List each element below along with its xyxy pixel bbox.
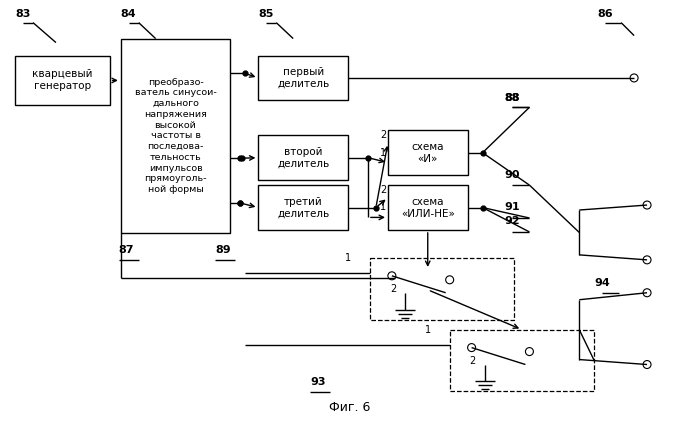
Text: 89: 89: [215, 245, 231, 255]
Text: 92: 92: [505, 216, 520, 226]
Text: схема
«И»: схема «И»: [412, 142, 444, 164]
Text: 86: 86: [597, 9, 613, 19]
Bar: [370, 258, 514, 320]
Text: 83: 83: [15, 9, 31, 19]
Bar: [259, 56, 348, 100]
Text: третий
делитель: третий делитель: [277, 197, 329, 219]
Bar: [388, 130, 468, 175]
Bar: [259, 135, 348, 180]
Text: второй
делитель: второй делитель: [277, 147, 329, 169]
Text: 94: 94: [594, 278, 610, 288]
Text: кварцевый
генератор: кварцевый генератор: [32, 69, 93, 92]
Text: 88: 88: [505, 93, 520, 103]
Text: 88: 88: [505, 93, 520, 103]
Text: 2: 2: [380, 185, 386, 195]
Text: преобразо-
ватель синусои-
дального
напряжения
высокой
частоты в
последова-
тель: преобразо- ватель синусои- дального напр…: [135, 78, 217, 194]
Text: 84: 84: [121, 9, 136, 19]
Bar: [388, 185, 468, 230]
Text: первый
делитель: первый делитель: [277, 67, 329, 89]
Text: 93: 93: [310, 378, 326, 388]
Bar: [121, 39, 231, 233]
Bar: [449, 330, 594, 391]
Text: 90: 90: [505, 170, 520, 180]
Text: 85: 85: [259, 9, 274, 19]
Text: 1: 1: [345, 253, 351, 263]
Text: 1: 1: [380, 202, 386, 212]
Text: 1: 1: [380, 148, 386, 158]
Text: 2: 2: [390, 284, 396, 294]
Text: 1: 1: [425, 325, 431, 335]
Bar: [15, 56, 110, 105]
Text: 91: 91: [505, 202, 520, 212]
Text: схема
«ИЛИ-НЕ»: схема «ИЛИ-НЕ»: [401, 197, 454, 219]
Text: Фиг. 6: Фиг. 6: [329, 401, 370, 414]
Text: 2: 2: [470, 355, 476, 365]
Text: 2: 2: [380, 130, 386, 140]
Bar: [259, 185, 348, 230]
Text: 87: 87: [119, 245, 134, 255]
